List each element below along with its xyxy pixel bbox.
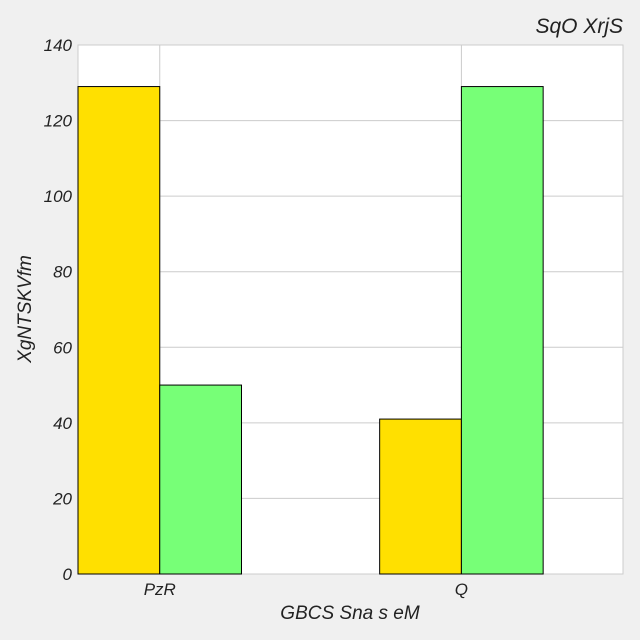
x-tick-labels: PzR Q: [144, 580, 468, 599]
chart-title: SqO XrjS: [535, 15, 623, 38]
y-tick-label: 60: [53, 338, 72, 357]
y-tick-labels: 0 20 40 60 80 100 120 140: [44, 36, 73, 584]
x-tick-label: Q: [455, 580, 468, 599]
bar-PzR-series-2: [159, 384, 242, 575]
y-tick-label: 40: [53, 414, 72, 433]
x-tick-label: PzR: [144, 580, 176, 599]
y-tick-label: 100: [44, 187, 73, 206]
y-tick-label: 80: [53, 263, 72, 282]
bar-Q-series-1: [379, 418, 462, 575]
y-tick-label: 140: [44, 36, 73, 55]
bars: [77, 86, 544, 575]
bar-Q-series-2: [460, 86, 544, 575]
y-tick-label: 0: [63, 565, 73, 584]
y-axis-label: XgNTSKVfm: [15, 255, 36, 364]
bar-PzR-series-1: [77, 86, 161, 575]
y-tick-label: 20: [52, 489, 72, 508]
y-tick-label: 120: [44, 112, 73, 131]
x-axis-label: GBCS Sna s eM: [280, 603, 420, 624]
